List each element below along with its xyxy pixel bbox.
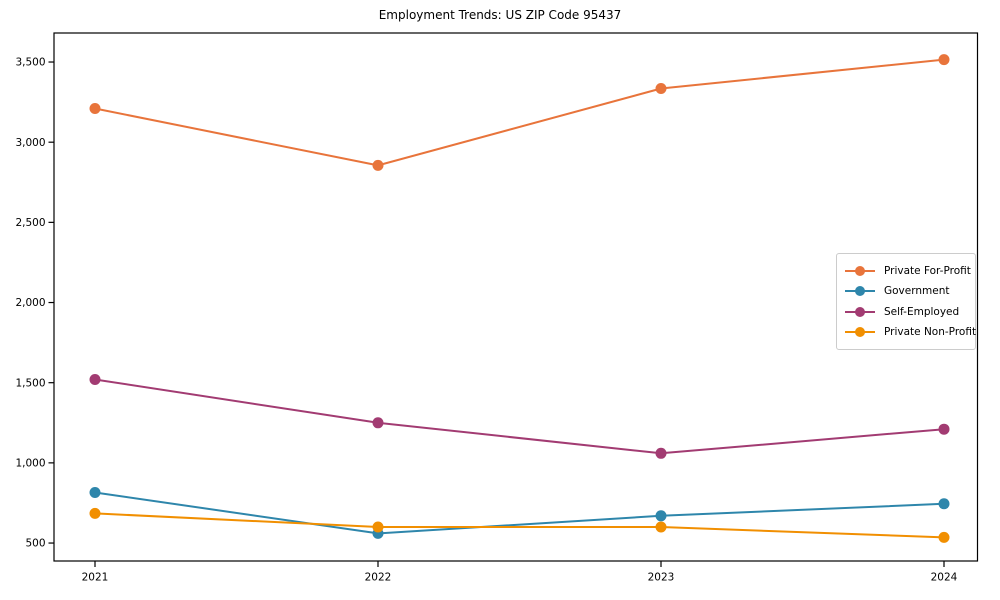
legend-label: Private For-Profit (884, 264, 971, 277)
legend-item-private-for-profit: Private For-Profit (845, 261, 971, 280)
legend-item-self-employed: Self-Employed (845, 302, 967, 321)
data-point-private-non-profit-2021 (89, 507, 101, 519)
legend-dot-icon (855, 265, 865, 276)
series-line-private-for-profit (94, 58, 945, 167)
x-tick-label: 2021 (82, 572, 109, 584)
legend-dot-icon (855, 327, 865, 338)
series-line-self-employed (94, 378, 945, 455)
data-point-private-for-profit-2024 (938, 54, 950, 66)
legend-line-marker-icon (845, 286, 875, 297)
x-tick-label: 2024 (931, 572, 958, 584)
y-tick-label: 3,000 (15, 137, 45, 149)
data-point-self-employed-2023 (655, 447, 667, 459)
legend-line-marker-icon (845, 327, 875, 338)
data-point-private-non-profit-2024 (938, 531, 950, 543)
data-point-government-2021 (89, 487, 101, 498)
plot-border (53, 32, 979, 562)
data-point-private-non-profit-2023 (655, 521, 667, 533)
data-point-self-employed-2024 (938, 423, 950, 435)
legend-line-marker-icon (845, 306, 875, 317)
data-point-private-non-profit-2022 (372, 521, 384, 533)
data-point-private-for-profit-2022 (372, 159, 384, 171)
y-tick-label: 2,000 (15, 297, 45, 309)
data-point-private-for-profit-2021 (89, 103, 101, 114)
data-point-private-for-profit-2023 (655, 83, 667, 94)
series-line-private-non-profit (94, 512, 945, 539)
legend-label: Private Non-Profit (884, 326, 977, 339)
legend-line-marker-icon (845, 265, 875, 276)
legend-label: Government (884, 285, 950, 298)
legend-item-private-non-profit: Private Non-Profit (845, 323, 976, 342)
y-tick-label: 500 (25, 538, 45, 550)
legend: Private For-Profit Government Self-Employe… (836, 253, 976, 350)
legend-dot-icon (855, 286, 865, 297)
data-point-government-2024 (938, 498, 950, 510)
legend-label: Self-Employed (884, 305, 960, 318)
y-tick-label: 1,000 (15, 457, 45, 469)
series-line-government (94, 491, 945, 535)
y-tick-label: 3,500 (15, 57, 45, 69)
chart-title: Employment Trends: US ZIP Code 95437 (378, 8, 622, 22)
legend-dot-icon (855, 306, 865, 317)
x-tick-label: 2023 (648, 572, 675, 584)
legend-item-government: Government (845, 282, 967, 301)
x-tick-label: 2022 (365, 572, 392, 584)
y-tick-label: 2,500 (15, 217, 45, 229)
data-point-self-employed-2021 (89, 374, 101, 385)
data-point-government-2023 (655, 510, 667, 522)
y-tick-label: 1,500 (15, 377, 45, 389)
data-point-self-employed-2022 (372, 417, 384, 429)
